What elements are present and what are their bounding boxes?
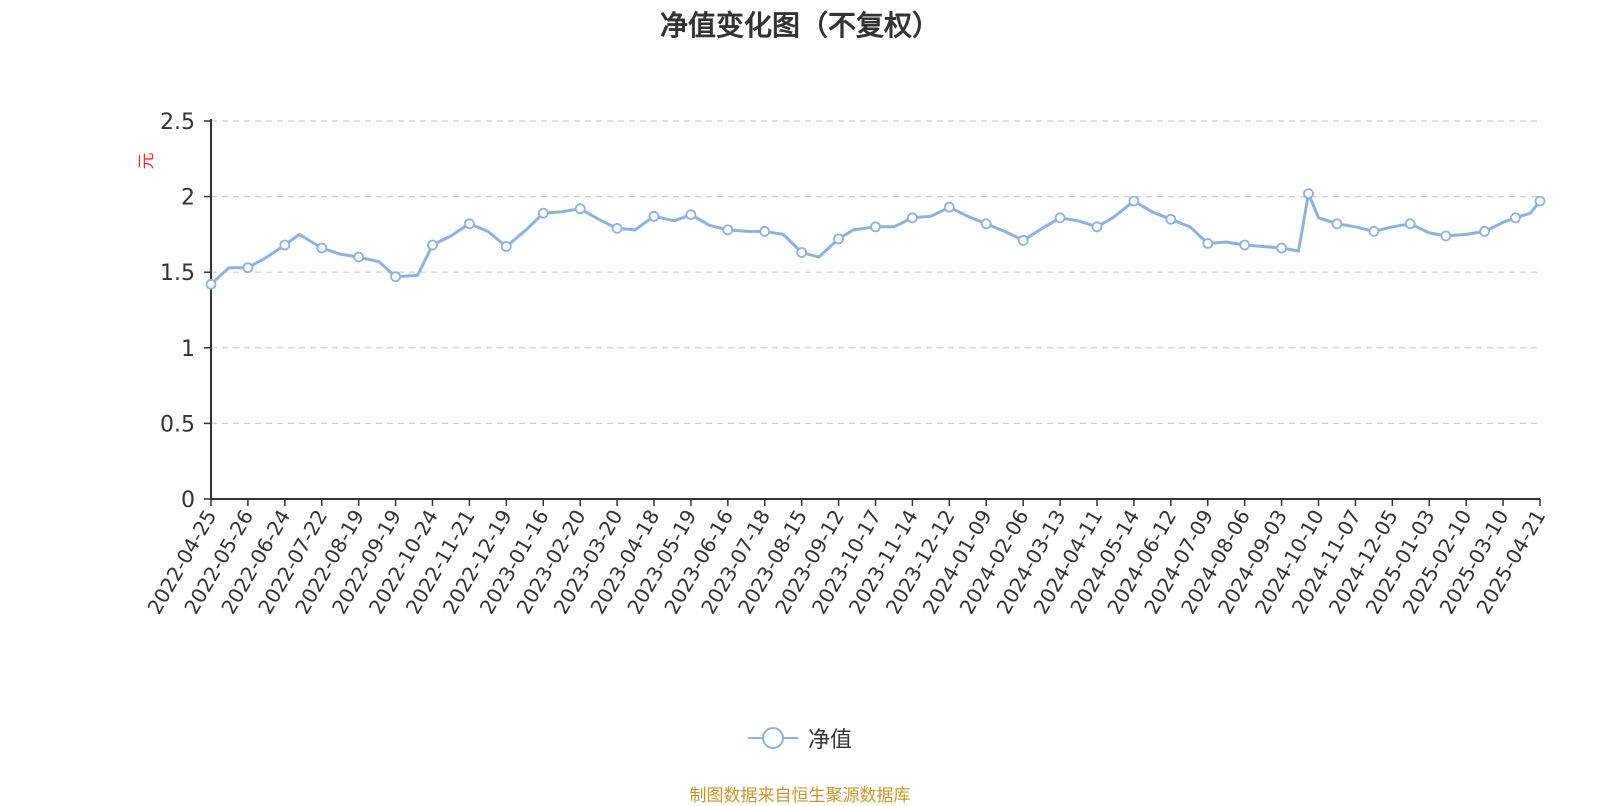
legend-series-marker-icon <box>747 727 798 749</box>
data-point <box>980 218 992 230</box>
data-point <box>390 271 402 283</box>
data-point <box>316 242 328 254</box>
data-point <box>1404 218 1416 230</box>
data-point <box>463 218 475 230</box>
axes <box>204 119 1541 506</box>
data-point <box>943 201 955 213</box>
y-tick-label: 0.5 <box>160 412 195 437</box>
legend[interactable]: 净值 <box>0 722 1600 754</box>
data-point <box>1303 188 1314 200</box>
y-tick-label: 2.5 <box>160 110 195 135</box>
data-point <box>685 209 697 221</box>
data-point <box>833 233 844 245</box>
data-point <box>1054 212 1066 224</box>
data-point <box>1165 213 1177 225</box>
data-point <box>1202 238 1214 249</box>
data-point <box>574 203 586 215</box>
series-line-net-value <box>209 192 1542 286</box>
y-tick-label: 1.5 <box>160 261 195 286</box>
data-point <box>648 210 660 222</box>
data-point <box>205 278 217 290</box>
chart-title: 净值变化图（不复权） <box>659 9 940 42</box>
data-point <box>1017 234 1029 246</box>
data-point <box>1368 225 1380 237</box>
data-point <box>907 212 918 224</box>
data-point <box>796 247 808 258</box>
tick-labels: 00.511.522.5元2022-04-252022-05-262022-06… <box>137 110 1550 618</box>
data-point <box>1128 195 1140 207</box>
data-point <box>537 207 549 219</box>
data-point <box>1331 218 1343 230</box>
data-point <box>611 222 623 234</box>
data-point <box>242 262 254 274</box>
data-point <box>500 241 512 252</box>
data-point <box>759 225 771 237</box>
data-point <box>1276 242 1287 254</box>
data-point <box>722 224 734 236</box>
data-point <box>1440 230 1452 242</box>
data-point <box>1510 212 1521 224</box>
data-point <box>1479 225 1490 237</box>
data-point <box>279 239 291 251</box>
data-point <box>1534 195 1546 207</box>
data-point <box>1239 239 1251 251</box>
data-point <box>427 239 438 251</box>
y-tick-label: 0 <box>181 488 195 513</box>
data-point <box>353 251 365 263</box>
legend-label: 净值 <box>807 728 852 753</box>
series-layer <box>205 188 1546 290</box>
data-point <box>870 221 881 233</box>
y-tick-label: 2 <box>181 186 195 211</box>
y-tick-label: 1 <box>181 337 195 362</box>
source-note: 制图数据来自恒生聚源数据库 <box>689 786 911 806</box>
y-axis-label: 元 <box>137 153 157 170</box>
data-point <box>1091 221 1103 233</box>
grid-lines <box>211 120 1540 424</box>
